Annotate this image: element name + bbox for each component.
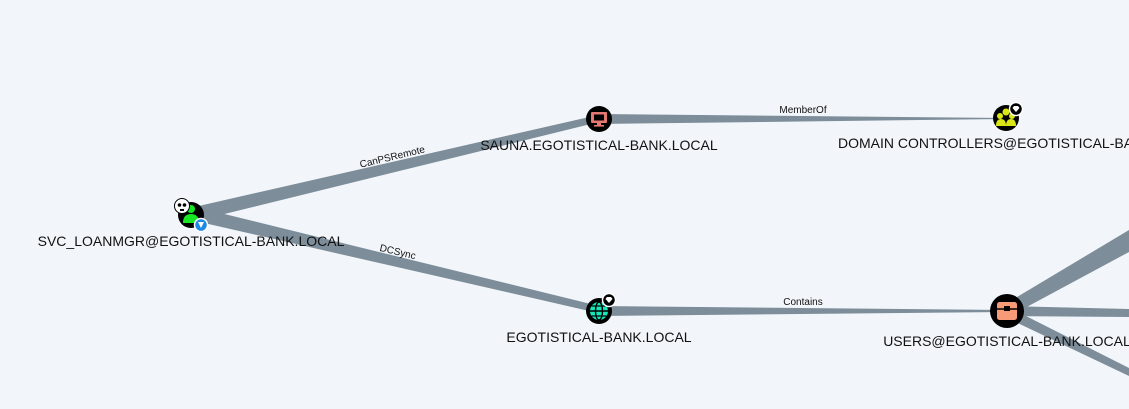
node-label-domain: EGOTISTICAL-BANK.LOCAL — [506, 329, 691, 345]
edge-users-outgoing[interactable] — [1002, 230, 1129, 376]
node-label-svc-loanmgr: SVC_LOANMGR@EGOTISTICAL-BANK.LOCAL — [38, 233, 345, 249]
node-label-users-container: USERS@EGOTISTICAL-BANK.LOCAL — [883, 333, 1129, 349]
edge-label-contains: Contains — [783, 297, 822, 308]
users-icon — [996, 108, 1016, 126]
node-domain-controllers[interactable]: DOMAIN CONTROLLERS@EGOTISTICAL-BANK.LOCA… — [838, 101, 1129, 152]
node-label-sauna: SAUNA.EGOTISTICAL-BANK.LOCAL — [480, 137, 717, 153]
node-domain[interactable]: EGOTISTICAL-BANK.LOCAL — [506, 292, 692, 346]
node-users-container[interactable]: USERS@EGOTISTICAL-BANK.LOCAL — [883, 294, 1129, 349]
box-icon — [997, 302, 1017, 320]
gem-icon — [1008, 101, 1024, 117]
node-label-domain-controllers: DOMAIN CONTROLLERS@EGOTISTICAL-BANK.LOCA… — [838, 135, 1129, 151]
desktop-icon — [591, 112, 607, 127]
gem-icon — [601, 292, 617, 308]
node-svc-loanmgr[interactable]: SVC_LOANMGR@EGOTISTICAL-BANK.LOCAL — [38, 198, 345, 250]
shield-icon — [193, 217, 209, 233]
globe-icon — [590, 301, 608, 321]
edge-contains[interactable]: Contains — [599, 297, 1007, 316]
skull-icon — [174, 198, 190, 214]
edge-memberof[interactable]: MemberOf — [599, 105, 1006, 124]
node-sauna[interactable]: SAUNA.EGOTISTICAL-BANK.LOCAL — [480, 106, 718, 153]
edge-label-memberof: MemberOf — [779, 105, 826, 116]
